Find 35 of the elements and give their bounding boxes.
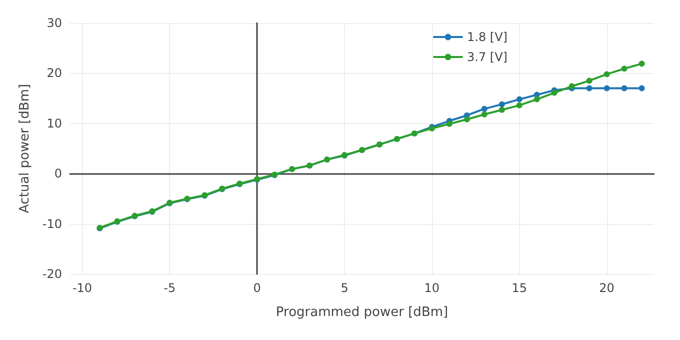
point bbox=[638, 60, 645, 67]
point bbox=[586, 85, 592, 92]
legend-label: 1.8 [V] bbox=[467, 30, 508, 44]
x-tick-label: 0 bbox=[253, 281, 261, 295]
y-tick-label: 0 bbox=[54, 166, 62, 181]
point bbox=[604, 85, 610, 92]
point bbox=[464, 116, 470, 122]
point bbox=[516, 96, 522, 102]
point bbox=[551, 90, 558, 96]
y-tick-label: 10 bbox=[46, 116, 62, 130]
y-axis-title: Actual power [dBm] bbox=[18, 84, 32, 214]
point bbox=[498, 101, 505, 108]
point bbox=[481, 111, 488, 118]
point bbox=[586, 78, 592, 84]
y-tick-label: -10 bbox=[42, 216, 62, 231]
x-tick-label: 20 bbox=[599, 281, 614, 295]
point bbox=[481, 106, 488, 112]
point bbox=[621, 66, 628, 72]
x-axis-title: Programmed power [dBm] bbox=[276, 305, 448, 320]
point bbox=[638, 85, 645, 92]
legend-label: 3.7 [V] bbox=[467, 50, 508, 64]
y-tick-label: -20 bbox=[42, 267, 62, 281]
x-tick-label: 15 bbox=[512, 281, 528, 295]
x-tick-label: 5 bbox=[340, 281, 348, 295]
x-tick-label: -5 bbox=[164, 281, 176, 295]
point bbox=[621, 85, 628, 92]
point bbox=[516, 102, 522, 108]
point bbox=[534, 96, 540, 102]
x-tick-label: 10 bbox=[424, 281, 440, 295]
x-tick-label: -10 bbox=[72, 281, 92, 295]
point bbox=[604, 71, 610, 78]
point bbox=[446, 120, 452, 127]
point bbox=[498, 106, 505, 113]
y-tick-label: 20 bbox=[46, 66, 62, 80]
y-tick-label: 30 bbox=[46, 16, 62, 30]
